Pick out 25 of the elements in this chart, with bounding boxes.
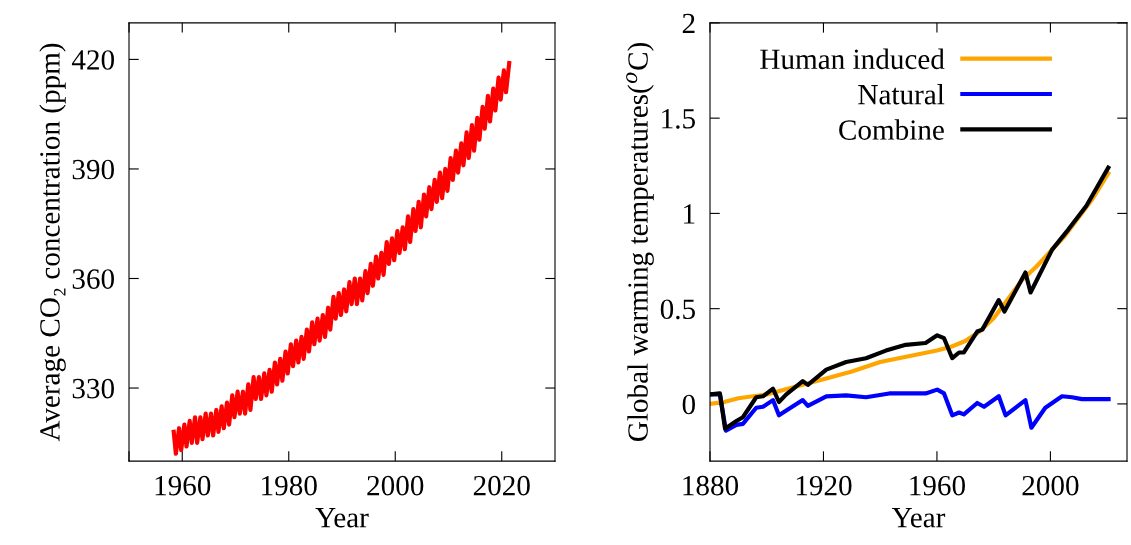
y-axis-title: Global warming temperatures($^{o}$C) xyxy=(626,43,654,442)
y-tick-label: 0.5 xyxy=(660,299,695,320)
x-tick-label: 2000 xyxy=(1022,475,1079,496)
x-tick-label: 2020 xyxy=(473,475,530,496)
x-axis-title: Year xyxy=(891,508,946,528)
x-tick-label: 1880 xyxy=(683,475,739,496)
x-tick-label: 1920 xyxy=(796,475,852,496)
legend-label: Human induced xyxy=(760,48,945,70)
x-tick-label: 2000 xyxy=(367,475,424,496)
y-tick-label: 0 xyxy=(682,394,695,415)
y-tick-label: 1 xyxy=(684,204,695,224)
x-tick-label: 1960 xyxy=(155,475,211,496)
x-tick-label: 1980 xyxy=(262,475,317,496)
x-axis-title: Year xyxy=(315,508,369,528)
y-axis-title: Average CO₂ concentration (ppm) xyxy=(39,43,66,442)
legend-label: Combine xyxy=(839,119,944,140)
line-series xyxy=(171,60,512,456)
x-tick-label: 1960 xyxy=(910,475,965,496)
legend-label: Natural xyxy=(858,83,945,105)
y-tick-label: 390 xyxy=(72,159,114,180)
y-tick-label: 420 xyxy=(71,50,114,70)
y-tick-label: 360 xyxy=(72,269,114,289)
y-tick-label: 1.5 xyxy=(662,109,695,129)
y-tick-label: 330 xyxy=(72,378,114,399)
y-tick-label: 2 xyxy=(682,13,695,34)
